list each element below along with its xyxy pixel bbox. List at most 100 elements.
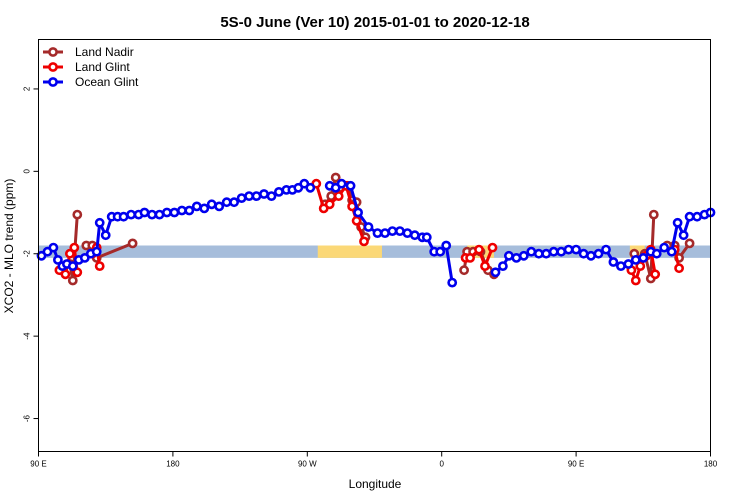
y-axis: 2 0 -2 -4 -6 [23,86,39,422]
data-point [251,191,262,201]
data-point [678,230,689,241]
data-point [65,248,75,259]
data-point [100,230,111,241]
data-point [650,269,661,280]
data-point [236,193,247,203]
data-point [199,203,210,214]
data-point [630,254,641,265]
data-point [497,261,508,271]
data-point [674,263,684,274]
data-point [548,246,559,257]
y-tick-label: 0 [23,169,32,174]
data-point [616,261,626,271]
data-point [465,252,475,263]
data-point [586,250,596,261]
data-point [126,209,137,220]
data-point [273,186,284,197]
legend-label: Ocean Glint [75,75,139,89]
data-point [191,201,202,212]
data-point [351,215,362,226]
x-tick-label: 90 W [298,460,317,469]
data-point [648,209,659,220]
chart-title: 5S-0 June (Ver 10) 2015-01-01 to 2020-12… [220,14,529,31]
band-highlight [317,245,382,258]
data-point [630,275,641,286]
legend-label: Land Glint [75,60,130,74]
x-tick-label: 90 E [30,460,46,469]
data-point [593,248,604,259]
data-point [324,199,335,210]
series-land-glint [54,178,684,286]
data-point [541,248,552,259]
data-point [635,261,646,271]
data-point [259,189,269,199]
data-point [447,277,458,288]
data-point [372,228,383,238]
data-point [72,209,83,220]
data-point [651,248,662,259]
x-axis-label: Longitude [349,477,402,491]
x-tick-label: 180 [166,460,180,469]
data-point [387,226,398,236]
legend-marker [48,77,58,87]
y-axis-label: XCO2 - MLO trend (ppm) [2,179,16,314]
x-tick-label: 0 [439,460,444,469]
data-point [336,178,347,189]
data-point [147,209,157,220]
data-point [409,230,420,241]
data-point [333,191,344,201]
data-point [127,238,138,249]
data-point [563,244,574,255]
data-point [229,197,239,208]
data-point [139,207,150,218]
y-tick-label: -6 [23,414,32,422]
data-point [601,244,611,255]
data-point [94,261,105,271]
data-point [659,242,670,253]
x-axis: 90 E 180 90 W 0 90 E 180 [30,451,718,469]
data-point [666,246,677,257]
data-point [608,257,619,267]
data-point [672,217,683,228]
data-point [459,265,469,276]
data-point [214,201,225,212]
data-point [518,250,529,261]
data-point [359,236,369,247]
data-point [169,207,180,218]
data-point [184,205,195,216]
data-point [60,269,71,280]
y-tick-label: -2 [23,250,32,258]
data-point [421,232,432,243]
data-point [305,182,316,193]
data-point [503,250,514,261]
data-point [345,180,356,191]
data-point [684,211,695,222]
legend-label: Land Nadir [75,45,134,59]
data-point [487,242,498,253]
data-point [490,267,501,278]
data-point [480,261,490,271]
data-point [67,261,78,271]
data-point [94,217,105,228]
x-tick-label: 90 E [568,460,584,469]
y-tick-label: 2 [23,86,32,91]
plot-frame [38,39,711,452]
data-point [353,207,363,218]
data-point [684,238,695,249]
data-point [435,246,446,257]
data-point [474,244,484,255]
data-point [363,222,374,232]
legend-marker [48,62,58,72]
y-tick-label: -4 [23,332,32,340]
data-point [206,199,217,210]
data-point [623,259,634,269]
series-layer [36,172,716,288]
data-point [638,252,649,263]
data-point [394,226,405,236]
series-ocean-glint [36,178,716,288]
data-point [161,207,172,218]
data-point [91,246,102,257]
data-point [72,267,83,278]
